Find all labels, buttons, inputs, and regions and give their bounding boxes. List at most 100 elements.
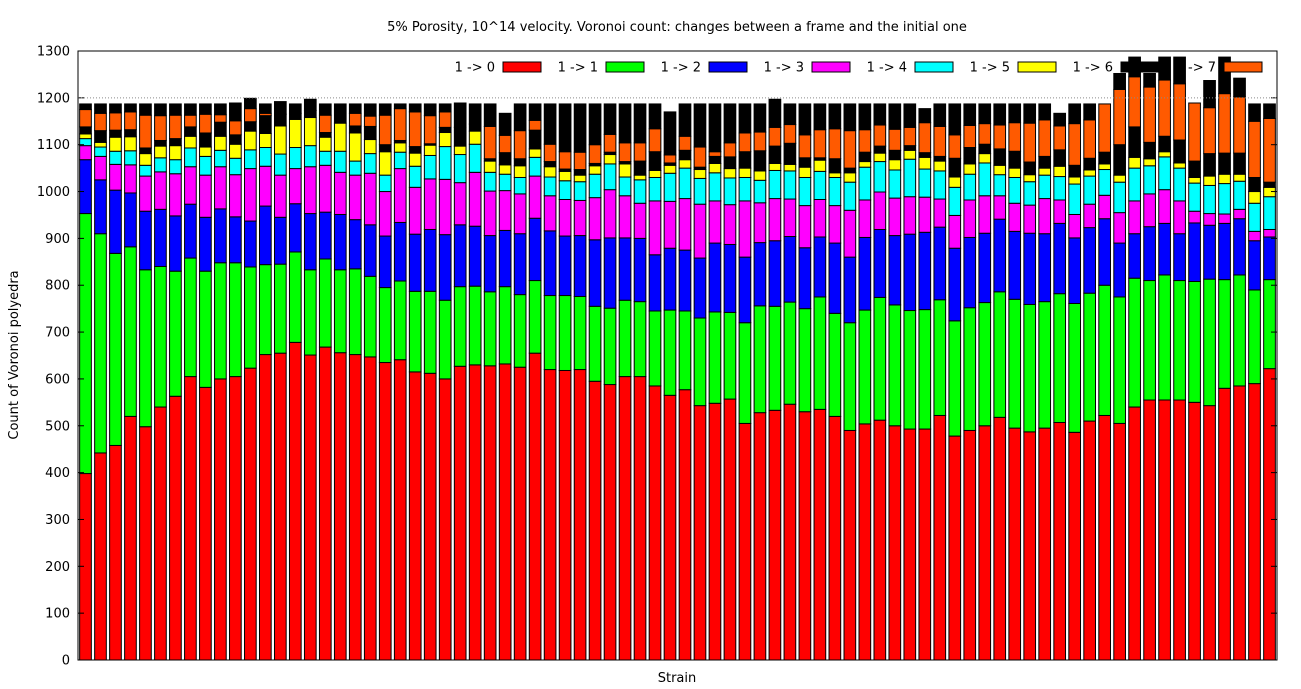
bar-segment bbox=[453, 145, 467, 156]
bar-segment bbox=[408, 111, 422, 148]
bar-segment bbox=[573, 199, 587, 237]
bar-segment bbox=[408, 233, 422, 292]
bar-segment bbox=[528, 175, 542, 219]
bar-segment bbox=[139, 103, 152, 116]
bar-segment bbox=[288, 203, 302, 253]
bar-segment bbox=[184, 135, 197, 149]
bar-segment bbox=[708, 402, 722, 661]
bar-segment bbox=[798, 134, 812, 159]
bar-segment bbox=[828, 172, 842, 178]
bar-segment bbox=[214, 103, 227, 116]
bar-segment bbox=[948, 134, 962, 159]
bar-segment bbox=[139, 269, 152, 428]
legend-label: 1 -> 5 bbox=[970, 61, 1010, 76]
bar-segment bbox=[378, 362, 392, 661]
bar-segment bbox=[723, 103, 737, 144]
bar-segment bbox=[693, 169, 707, 179]
legend-swatch bbox=[708, 61, 748, 73]
bar-segment bbox=[483, 160, 497, 173]
bar-segment bbox=[1083, 175, 1097, 205]
bar-segment bbox=[244, 149, 257, 170]
bar-segment bbox=[543, 161, 557, 168]
bar-segment bbox=[1158, 156, 1171, 191]
bar-segment bbox=[244, 168, 257, 222]
bar-segment bbox=[1158, 151, 1171, 158]
bar-segment bbox=[1203, 405, 1216, 661]
bar-segment bbox=[154, 157, 167, 173]
bar-segment bbox=[933, 299, 947, 416]
bar-segment bbox=[1203, 278, 1216, 407]
bar-segment bbox=[348, 103, 362, 114]
bar-segment bbox=[603, 307, 617, 386]
bar-segment bbox=[483, 235, 497, 293]
bar-segment bbox=[693, 203, 707, 259]
bar-segment bbox=[393, 108, 407, 141]
bar-segment bbox=[918, 231, 932, 311]
bar-segment bbox=[109, 136, 122, 152]
bar-segment bbox=[1008, 298, 1022, 429]
bar-segment bbox=[1143, 165, 1156, 195]
bar-segment bbox=[588, 380, 602, 661]
bar-segment bbox=[109, 252, 122, 446]
bar-segment bbox=[858, 423, 872, 661]
bar-segment bbox=[259, 147, 272, 167]
bar-segment bbox=[978, 123, 992, 145]
bar-segment bbox=[1128, 167, 1141, 202]
bar-segment bbox=[963, 429, 977, 661]
legend-swatch bbox=[1017, 61, 1057, 73]
bar-segment bbox=[288, 147, 302, 170]
bar-segment bbox=[229, 102, 242, 122]
bar-segment bbox=[768, 145, 782, 164]
bar-segment bbox=[453, 286, 467, 367]
bar-segment bbox=[378, 151, 392, 176]
bar-segment bbox=[993, 416, 1007, 661]
bar-segment bbox=[1158, 79, 1171, 137]
bar-segment bbox=[858, 166, 872, 201]
bar-segment bbox=[303, 269, 317, 356]
bar-segment bbox=[828, 415, 842, 661]
bar-segment bbox=[783, 170, 797, 200]
bar-segment bbox=[738, 322, 752, 424]
bar-segment bbox=[873, 152, 887, 163]
bar-segment bbox=[423, 372, 437, 661]
y-tick-label: 500 bbox=[45, 419, 70, 434]
bar-segment bbox=[109, 129, 122, 138]
bar-segment bbox=[1083, 292, 1097, 422]
bar-segment bbox=[633, 160, 647, 176]
bar-segment bbox=[858, 129, 872, 153]
bar-segment bbox=[214, 166, 227, 210]
bar-segment bbox=[948, 103, 962, 136]
bar-segment bbox=[348, 219, 362, 270]
bar-segment bbox=[139, 114, 152, 149]
bar-segment bbox=[573, 169, 587, 176]
bar-segment bbox=[543, 230, 557, 297]
bar-segment bbox=[378, 287, 392, 364]
bar-segment bbox=[1053, 293, 1067, 423]
bar-segment bbox=[408, 290, 422, 373]
bar-segment bbox=[1263, 181, 1276, 188]
bar-segment bbox=[1023, 103, 1037, 124]
bar-segment bbox=[1233, 173, 1246, 182]
bar-segment bbox=[588, 103, 602, 146]
bar-segment bbox=[154, 265, 167, 408]
bar-segment bbox=[1158, 274, 1171, 401]
bar-segment bbox=[573, 235, 587, 297]
bar-segment bbox=[184, 103, 197, 116]
bar-segment bbox=[109, 444, 122, 661]
bar-segment bbox=[813, 103, 827, 131]
bar-segment bbox=[333, 171, 347, 215]
y-tick-label: 300 bbox=[45, 513, 70, 528]
bar-segment bbox=[993, 148, 1007, 166]
bar-segment bbox=[184, 126, 197, 137]
y-axis-ticks: 0 100 200 300 400 500 600 700 800 900 1000 1100 1200… bbox=[37, 45, 1277, 669]
bar-segment bbox=[798, 103, 812, 136]
bar-segment bbox=[663, 111, 677, 156]
bar-segment bbox=[618, 163, 632, 178]
y-tick-label: 900 bbox=[45, 232, 70, 247]
bar-segment bbox=[1143, 72, 1156, 88]
legend-swatch bbox=[1120, 61, 1160, 73]
bar-segment bbox=[813, 159, 827, 172]
bar-segment bbox=[303, 145, 317, 168]
bar-segment bbox=[1008, 122, 1022, 152]
